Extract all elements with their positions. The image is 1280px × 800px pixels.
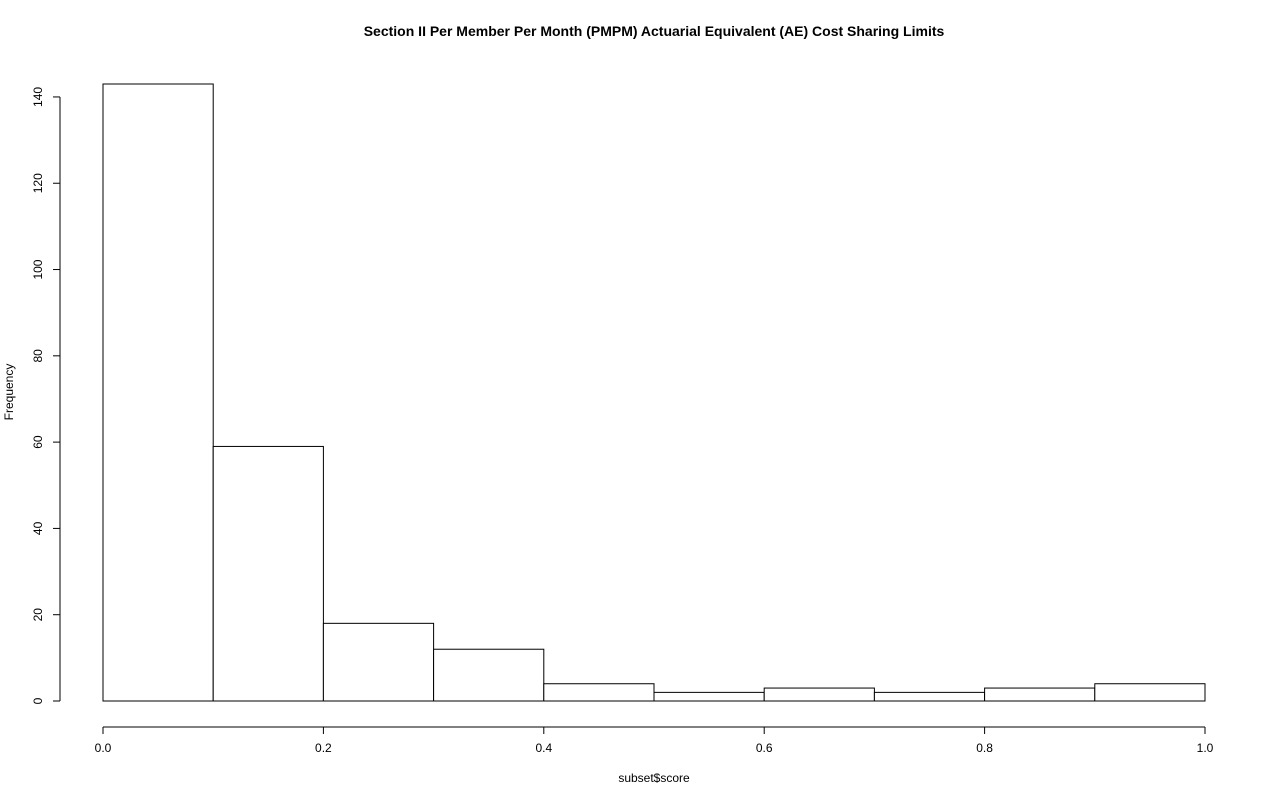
- histogram-bar-4: [543, 683, 655, 702]
- histogram-bar-6: [763, 687, 875, 702]
- y-tick-label-1: 20: [31, 608, 45, 622]
- bars-group: [102, 83, 1206, 702]
- histogram-bar-7: [873, 691, 986, 702]
- y-tick-label-7: 140: [31, 87, 45, 107]
- x-tick-label-2: 0.4: [535, 741, 552, 755]
- chart-title: Section II Per Member Per Month (PMPM) A…: [364, 23, 945, 39]
- y-tick-label-4: 80: [31, 349, 45, 363]
- y-tick-label-0: 0: [31, 697, 45, 704]
- y-tick-label-2: 40: [31, 521, 45, 535]
- histogram-bar-2: [322, 622, 435, 702]
- histogram-bar-5: [653, 691, 765, 702]
- x-tick-label-1: 0.2: [315, 741, 332, 755]
- x-tick-label-4: 0.8: [976, 741, 993, 755]
- histogram-bar-0: [102, 83, 214, 702]
- x-tick-label-5: 1.0: [1197, 741, 1214, 755]
- x-axis: 0.0 0.2 0.4 0.6 0.8 1.0: [95, 726, 1214, 755]
- histogram-bar-3: [433, 648, 545, 702]
- y-axis: 0 20 40 60 80 100 120 140: [31, 87, 61, 704]
- x-tick-label-0: 0.0: [95, 741, 112, 755]
- y-tick-label-6: 120: [31, 173, 45, 193]
- x-tick-label-3: 0.6: [756, 741, 773, 755]
- histogram-bar-1: [212, 445, 324, 702]
- y-axis-label: Frequency: [2, 364, 16, 421]
- histogram-bar-9: [1094, 683, 1206, 702]
- histogram-bar-8: [984, 687, 1096, 702]
- x-axis-label: subset$score: [618, 771, 690, 785]
- y-tick-label-5: 100: [31, 259, 45, 279]
- y-tick-label-3: 60: [31, 435, 45, 449]
